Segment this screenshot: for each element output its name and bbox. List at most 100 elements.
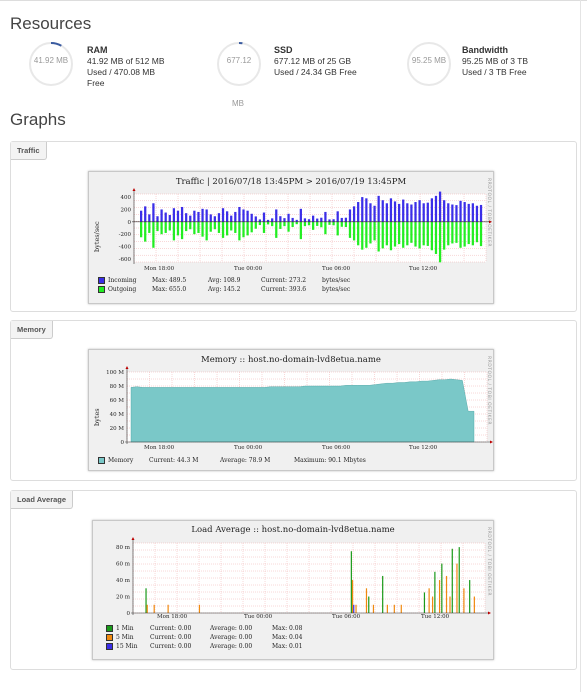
outgoing-bar [156, 221, 159, 232]
outgoing-bar [148, 221, 151, 233]
incoming-bar [213, 216, 216, 222]
incoming-bar [156, 216, 159, 222]
memory-xtick: Tue 06:00 [322, 445, 351, 451]
outgoing-bar [242, 221, 245, 238]
traffic-rrdtool-label: RRDTOOL / TOBI OETIKER [486, 178, 491, 247]
incoming-bar [324, 211, 327, 222]
load-tab[interactable]: Load Average [11, 491, 74, 509]
outgoing-bar [414, 221, 417, 247]
incoming-bar [168, 215, 171, 222]
incoming-bar [422, 203, 425, 222]
traffic-plot: 400 200 0 -200 -400 -600 [119, 188, 492, 264]
incoming-bar [144, 206, 147, 222]
outgoing-bar [221, 221, 225, 238]
memory-plot: 100 M 80 M 60 M 40 M 20 M 0 [106, 366, 493, 446]
incoming-bar [295, 219, 298, 222]
outgoing-bar [422, 221, 425, 246]
incoming-bar [238, 206, 241, 222]
outgoing-bar [455, 221, 458, 243]
load-1min-bar [469, 580, 471, 613]
traffic-legend-incoming: Incoming Max: 489.5 Avg: 108.9 Current: … [98, 277, 350, 284]
incoming-bar [197, 211, 200, 222]
outgoing-bar [258, 221, 262, 226]
outgoing-bar [201, 221, 204, 237]
incoming-bar [438, 191, 442, 222]
memory-tab[interactable]: Memory [11, 321, 53, 339]
bandwidth-gauge-value: 95.25 MB [411, 56, 447, 65]
incoming-bar [271, 218, 274, 222]
traffic-tab[interactable]: Traffic [11, 142, 47, 160]
incoming-bar [250, 213, 253, 222]
resources-heading: Resources [10, 14, 92, 33]
outgoing-bar [172, 221, 176, 241]
load-xtick: Tue 00:00 [244, 614, 273, 620]
load-5min-bar [365, 588, 368, 613]
outgoing-bar [389, 221, 393, 251]
memory-ytick: 40 M [110, 412, 125, 418]
load-5min-bar [449, 596, 451, 613]
ram-gauge-ring [29, 42, 73, 86]
load-15min-name: 15 Min [116, 643, 138, 650]
outgoing-swatch [98, 286, 105, 293]
bandwidth-gauge: 95.25 MB [406, 41, 452, 87]
x-axis-arrow [489, 220, 492, 224]
load-5min-bar [393, 604, 395, 613]
load-5min-bar [428, 588, 430, 613]
outgoing-bar [373, 221, 376, 241]
load-15min-bar [353, 604, 355, 613]
incoming-avg: Avg: 108.9 [208, 277, 241, 284]
incoming-bar [217, 213, 221, 222]
memory-chart: Memory :: host.no-domain-lvd8etua.name R… [88, 349, 494, 471]
traffic-ytick: -400 [119, 245, 132, 251]
incoming-bar [381, 200, 384, 222]
load-1min-bar [458, 547, 460, 613]
outgoing-bar [348, 221, 352, 238]
load-5min-bar [153, 604, 155, 613]
outgoing-bar [447, 221, 450, 246]
load-5min-bar [438, 580, 441, 613]
load-ytick: 20 m [116, 595, 131, 601]
outgoing-bar [226, 221, 229, 236]
load-5min-bar [372, 604, 375, 613]
memory-xtick: Tue 00:00 [234, 445, 263, 451]
outgoing-bar [193, 221, 196, 235]
incoming-name: Incoming [108, 277, 137, 284]
outgoing-bar [238, 221, 241, 241]
load-ytick: 0 [127, 611, 131, 617]
incoming-bar [254, 216, 257, 222]
traffic-panel: Traffic Traffic | 2016/07/18 13:45PM > 2… [10, 141, 577, 312]
outgoing-bar [393, 221, 397, 247]
incoming-bar [443, 200, 446, 222]
incoming-bar [303, 218, 307, 222]
bandwidth-gauge-ring [407, 42, 451, 86]
memory-legend: Memory Current: 44.3 M Average: 78.9 M M… [98, 457, 366, 464]
load-5min-swatch [106, 634, 113, 641]
outgoing-bar [164, 221, 167, 233]
incoming-bar [275, 209, 278, 222]
incoming-bar [430, 198, 434, 222]
incoming-bar [307, 219, 311, 222]
memory-maximum: Maximum: 90.1 Mbytes [294, 457, 366, 464]
load-1min-bar [441, 563, 443, 613]
load-15min-current: Current: 0.00 [150, 643, 192, 650]
outgoing-bar [430, 221, 434, 251]
outgoing-bar [381, 221, 384, 249]
load-1min-max: Max: 0.08 [272, 625, 303, 632]
outgoing-bar [406, 221, 409, 246]
ram-info: RAM 41.92 MB of 512 MB Used / 470.08 MB … [87, 45, 165, 89]
incoming-bar [459, 200, 462, 222]
load-rrdtool-label: RRDTOOL / TOBI OETIKER [486, 527, 491, 596]
load-5min-current: Current: 0.00 [150, 634, 192, 641]
load-1min-bar [145, 588, 147, 613]
incoming-bar [316, 218, 319, 222]
outgoing-bar [160, 221, 163, 235]
traffic-xtick: Tue 06:00 [322, 266, 351, 272]
memory-ytick: 60 M [110, 398, 125, 404]
incoming-bar [201, 208, 204, 222]
incoming-bar [361, 197, 364, 222]
outgoing-bar [246, 221, 249, 236]
bandwidth-info: Bandwidth 95.25 MB of 3 TB Used / 3 TB F… [462, 45, 528, 78]
outgoing-bar [189, 221, 192, 230]
outgoing-bar [357, 221, 360, 246]
memory-ytick: 80 M [110, 384, 125, 390]
